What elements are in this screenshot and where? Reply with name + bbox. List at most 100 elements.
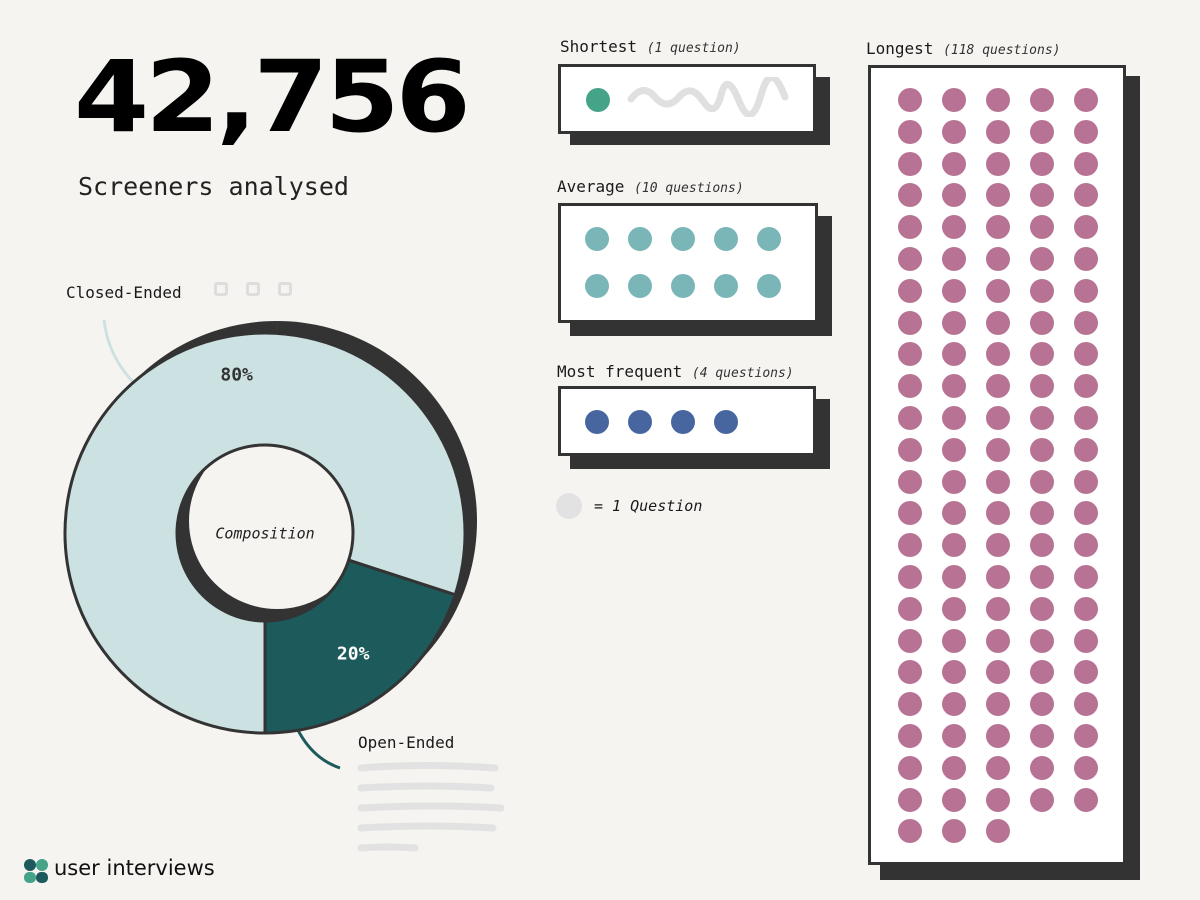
longest-question-dot: [1074, 469, 1098, 494]
longest-question-dot: [942, 787, 966, 812]
longest-question-dot: [986, 119, 1010, 144]
longest-question-dot: [1074, 374, 1098, 399]
checkbox-decoration-icon: [214, 282, 228, 296]
longest-question-dot: [986, 692, 1010, 717]
most-frequent-card: [558, 386, 816, 456]
average-question-dot: [671, 227, 695, 251]
brand-name: user interviews: [54, 856, 215, 880]
unit-legend-text: = 1 Question: [594, 497, 703, 515]
longest-question-dot: [1074, 437, 1098, 462]
longest-question-dot: [986, 565, 1010, 589]
longest-question-dot: [986, 215, 1010, 240]
closed-ended-label: Closed-Ended: [66, 283, 182, 302]
longest-question-dot: [942, 596, 966, 621]
shortest-question-dot: [586, 88, 610, 112]
longest-question-dot: [1030, 278, 1054, 303]
longest-question-dot: [898, 596, 922, 621]
longest-question-dot: [898, 406, 922, 430]
closed-ended-value-label: 80%: [220, 365, 253, 386]
longest-question-dot: [986, 88, 1010, 112]
longest-question-dot: [1030, 469, 1054, 494]
checkbox-decoration-icon: [246, 282, 260, 296]
longest-question-dot: [942, 692, 966, 717]
longest-question-dot: [942, 88, 966, 112]
longest-question-dot: [1074, 533, 1098, 558]
longest-question-dot: [986, 310, 1010, 335]
longest-question-dot: [986, 724, 1010, 748]
shortest-name: Shortest: [560, 37, 638, 56]
longest-question-dot: [942, 247, 966, 271]
average-title: Average (10 questions): [557, 177, 744, 196]
longest-question-dot: [986, 660, 1010, 685]
open-ended-label: Open-Ended: [358, 733, 455, 752]
longest-question-dot: [898, 469, 922, 494]
longest-question-dot: [986, 596, 1010, 621]
open-ended-value-label: 20%: [337, 643, 370, 664]
longest-question-dot: [1074, 724, 1098, 748]
longest-question-dot: [898, 88, 922, 112]
longest-question-dot: [942, 342, 966, 367]
longest-question-dot: [942, 406, 966, 430]
frequent-question-dot: [671, 410, 695, 434]
screeners-subtitle: Screeners analysed: [78, 172, 349, 201]
longest-question-dot: [942, 278, 966, 303]
average-card: [558, 203, 818, 323]
longest-question-dot: [898, 119, 922, 144]
longest-question-dot: [986, 628, 1010, 653]
average-question-dot: [714, 274, 738, 298]
longest-question-dot: [1074, 660, 1098, 685]
longest-question-dot: [942, 310, 966, 335]
longest-question-dot: [898, 215, 922, 240]
longest-question-dot: [1030, 787, 1054, 812]
most-frequent-title: Most frequent (4 questions): [557, 362, 794, 381]
longest-question-dot: [942, 724, 966, 748]
longest-question-dot: [1030, 565, 1054, 589]
longest-question-dot: [986, 437, 1010, 462]
longest-question-dot: [986, 469, 1010, 494]
longest-question-dot: [942, 501, 966, 526]
longest-question-dot: [986, 151, 1010, 176]
longest-question-dot: [942, 151, 966, 176]
longest-question-dot: [898, 628, 922, 653]
longest-question-dot: [1074, 342, 1098, 367]
longest-question-dot: [898, 565, 922, 589]
longest-question-dot: [1030, 183, 1054, 208]
longest-question-dot: [942, 215, 966, 240]
longest-question-dot: [898, 342, 922, 367]
longest-question-dot: [986, 819, 1010, 844]
longest-question-dot: [942, 533, 966, 558]
average-name: Average: [557, 177, 625, 196]
longest-note: (118 questions): [943, 43, 1061, 58]
donut-slice-open-ended: [263, 558, 458, 735]
longest-question-dot: [898, 183, 922, 208]
average-question-dot: [585, 227, 609, 251]
average-question-dot: [628, 274, 652, 298]
longest-question-dot: [942, 119, 966, 144]
squiggle-decoration: [627, 77, 789, 117]
longest-question-dot: [898, 819, 922, 844]
longest-question-dot: [942, 565, 966, 589]
longest-title: Longest (118 questions): [866, 39, 1060, 58]
longest-question-dot: [1030, 215, 1054, 240]
longest-question-dot: [1074, 787, 1098, 812]
average-note: (10 questions): [634, 181, 744, 196]
longest-question-dot: [1030, 660, 1054, 685]
longest-question-dot: [986, 247, 1010, 271]
average-question-dot: [671, 274, 695, 298]
longest-question-dot: [1074, 183, 1098, 208]
longest-question-dot: [986, 374, 1010, 399]
longest-question-dot: [942, 819, 966, 844]
longest-question-dot: [986, 406, 1010, 430]
longest-question-dot: [898, 374, 922, 399]
donut-slices: [63, 321, 478, 735]
shortest-card: [558, 64, 816, 134]
longest-question-dot: [942, 469, 966, 494]
longest-question-dot: [986, 183, 1010, 208]
longest-name: Longest: [866, 39, 934, 58]
longest-question-dot: [1030, 501, 1054, 526]
user-interviews-logo-icon: [24, 859, 48, 883]
longest-question-dot: [986, 501, 1010, 526]
average-question-dot: [714, 227, 738, 251]
longest-question-dot: [942, 628, 966, 653]
longest-card: [868, 65, 1126, 865]
